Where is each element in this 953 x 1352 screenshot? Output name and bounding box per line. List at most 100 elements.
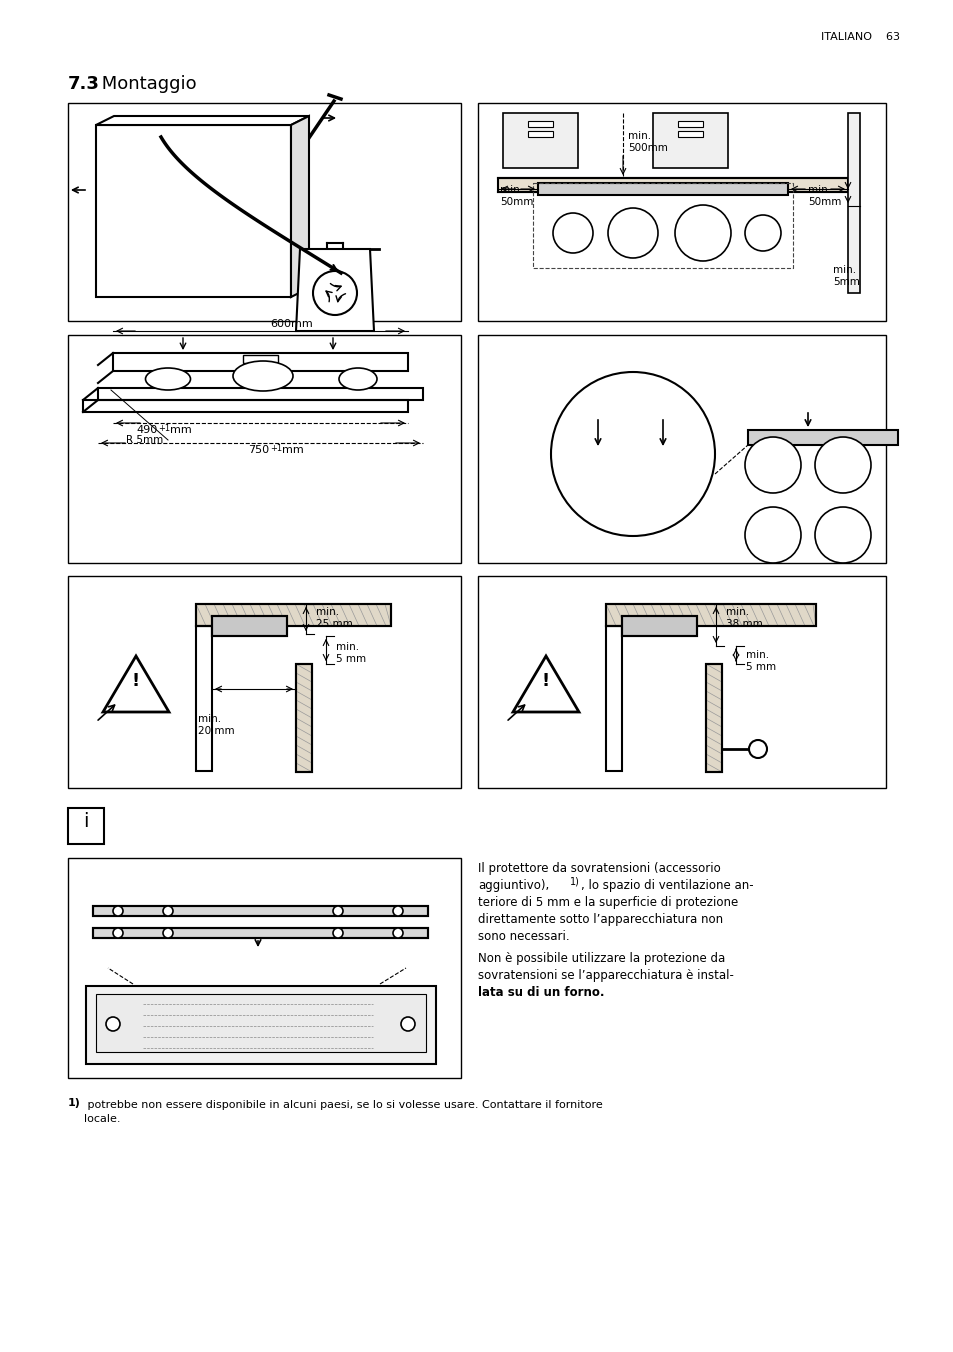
Bar xyxy=(195,604,391,626)
Bar xyxy=(112,353,408,370)
Text: teriore di 5 mm e la superficie di protezione: teriore di 5 mm e la superficie di prote… xyxy=(477,896,738,909)
Circle shape xyxy=(748,740,766,758)
Circle shape xyxy=(106,1017,120,1032)
Text: Montaggio: Montaggio xyxy=(96,74,196,93)
Text: mm: mm xyxy=(282,445,303,456)
Text: i: i xyxy=(83,813,89,831)
Bar xyxy=(678,120,702,127)
Text: , lo spazio di ventilazione an-: , lo spazio di ventilazione an- xyxy=(580,879,753,892)
Bar xyxy=(527,131,553,137)
Bar xyxy=(96,124,291,297)
Text: min.
20 mm: min. 20 mm xyxy=(198,714,234,735)
Polygon shape xyxy=(96,116,309,124)
Bar xyxy=(83,400,408,412)
Circle shape xyxy=(163,927,172,938)
Bar xyxy=(621,617,697,635)
Text: !: ! xyxy=(541,672,550,690)
Text: !: ! xyxy=(132,672,140,690)
Bar xyxy=(68,103,460,320)
Polygon shape xyxy=(295,249,374,331)
Bar xyxy=(747,430,897,445)
Polygon shape xyxy=(291,116,309,297)
Text: 490: 490 xyxy=(136,425,157,435)
Text: lata su di un forno.: lata su di un forno. xyxy=(477,986,604,999)
Text: min.
5 mm: min. 5 mm xyxy=(335,642,366,664)
Bar xyxy=(68,808,104,844)
Text: 750: 750 xyxy=(248,445,269,456)
Polygon shape xyxy=(513,656,578,713)
Polygon shape xyxy=(103,656,169,713)
Circle shape xyxy=(744,507,801,562)
Bar xyxy=(195,604,391,626)
Bar xyxy=(212,617,287,635)
Text: ITALIANO    63: ITALIANO 63 xyxy=(821,32,899,42)
Bar xyxy=(96,994,426,1052)
Bar xyxy=(678,131,702,137)
Text: 600mm: 600mm xyxy=(270,319,313,329)
Bar xyxy=(605,626,621,771)
Circle shape xyxy=(607,208,658,258)
Bar xyxy=(477,576,885,788)
Text: min.
500mm: min. 500mm xyxy=(627,131,667,153)
Bar xyxy=(562,462,702,481)
Bar xyxy=(705,664,721,772)
Text: sono necessari.: sono necessari. xyxy=(477,930,569,942)
Text: direttamente sotto l’apparecchiatura non: direttamente sotto l’apparecchiatura non xyxy=(477,913,722,926)
Text: potrebbe non essere disponibile in alcuni paesi, se lo si volesse usare. Contatt: potrebbe non essere disponibile in alcun… xyxy=(84,1101,602,1124)
Text: mm: mm xyxy=(170,425,192,435)
Bar xyxy=(92,927,428,938)
Bar xyxy=(477,103,885,320)
Bar xyxy=(92,906,428,917)
Circle shape xyxy=(744,437,801,493)
Text: min.
5mm: min. 5mm xyxy=(832,265,859,287)
Text: +1: +1 xyxy=(158,425,170,433)
Bar xyxy=(705,664,721,772)
Text: aggiuntivo),: aggiuntivo), xyxy=(477,879,549,892)
Text: 1): 1) xyxy=(68,1098,81,1109)
Bar xyxy=(847,114,859,293)
Bar xyxy=(92,927,428,938)
Circle shape xyxy=(163,906,172,917)
Text: +1: +1 xyxy=(270,443,282,453)
Bar xyxy=(68,335,460,562)
Text: min.
50mm: min. 50mm xyxy=(499,185,533,207)
Text: min.
25 mm: min. 25 mm xyxy=(315,607,353,629)
Ellipse shape xyxy=(146,368,191,389)
Bar xyxy=(605,604,815,626)
Bar xyxy=(243,356,277,362)
Bar xyxy=(195,626,212,771)
Text: sovratensioni se l’apparecchiatura è instal-: sovratensioni se l’apparecchiatura è ins… xyxy=(477,969,733,982)
Text: min.
5 mm: min. 5 mm xyxy=(745,650,776,672)
Circle shape xyxy=(393,906,402,917)
Circle shape xyxy=(551,372,714,535)
Circle shape xyxy=(814,507,870,562)
Bar xyxy=(68,859,460,1078)
Circle shape xyxy=(814,437,870,493)
Circle shape xyxy=(333,906,343,917)
Circle shape xyxy=(112,927,123,938)
Bar xyxy=(605,604,815,626)
Bar xyxy=(621,617,697,635)
Text: min.
38 mm: min. 38 mm xyxy=(725,607,762,629)
Bar xyxy=(295,664,312,772)
Bar xyxy=(652,114,727,168)
Text: Non è possibile utilizzare la protezione da: Non è possibile utilizzare la protezione… xyxy=(477,952,724,965)
Ellipse shape xyxy=(338,368,376,389)
Bar xyxy=(86,986,436,1064)
Text: 1): 1) xyxy=(569,877,579,887)
Bar xyxy=(497,178,847,192)
Text: min.
50mm: min. 50mm xyxy=(807,185,841,207)
Bar xyxy=(98,388,422,400)
Text: R 5mm: R 5mm xyxy=(126,435,163,445)
Circle shape xyxy=(744,215,781,251)
Circle shape xyxy=(112,906,123,917)
Bar xyxy=(527,120,553,127)
Circle shape xyxy=(675,206,730,261)
Circle shape xyxy=(553,214,593,253)
Bar xyxy=(212,617,287,635)
Bar xyxy=(502,114,578,168)
Text: Il protettore da sovratensioni (accessorio: Il protettore da sovratensioni (accessor… xyxy=(477,863,720,875)
Bar xyxy=(68,576,460,788)
Circle shape xyxy=(400,1017,415,1032)
Bar xyxy=(295,664,312,772)
